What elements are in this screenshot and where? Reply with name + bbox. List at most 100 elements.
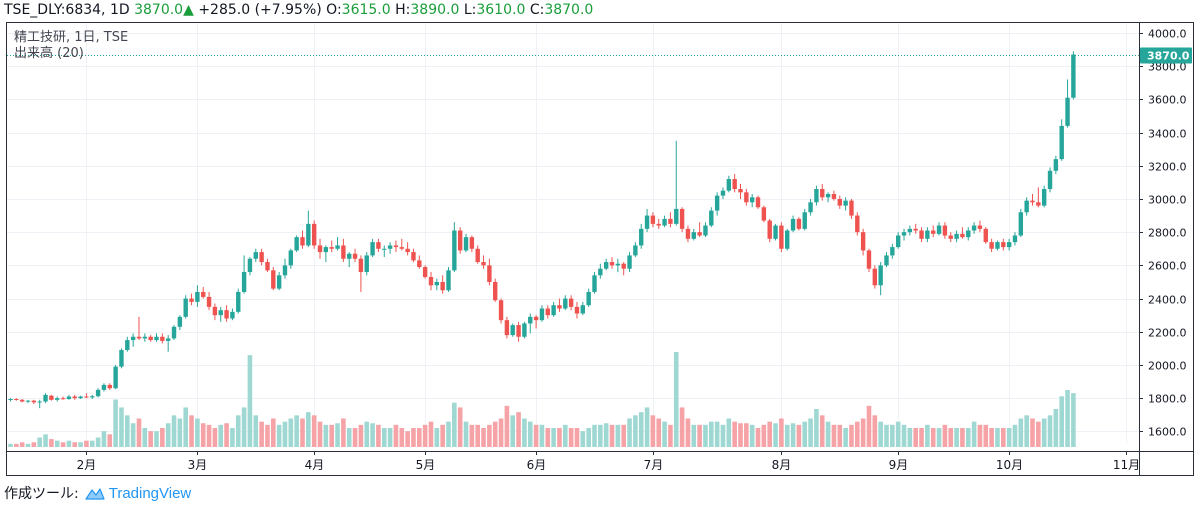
candle-body [820,189,825,198]
candle-body [25,400,31,402]
volume-bar [300,418,305,447]
volume-bar [206,424,212,447]
volume-bar [1036,421,1041,447]
candle-body [446,270,451,291]
volume-bar [387,428,393,447]
candle-body [78,396,83,399]
chart-panel[interactable]: 1600.0 1800.0 2000.0 2200.0 2400.0 2600.0 2800… [6,22,1194,476]
candle-body [773,225,778,239]
volume-bar [965,428,971,447]
volume-bar [504,405,510,447]
candle-body [603,262,609,269]
volume-bar [989,428,994,447]
candle-body [948,235,953,239]
candle-body [393,245,399,248]
volume-bar [89,440,95,447]
time-tick-label: 6月 [527,458,547,472]
candle-body [1012,235,1018,243]
time-tick-label: 7月 [644,458,664,472]
candle-body [907,228,913,233]
candle-body [884,255,889,266]
volume-bar [306,412,311,447]
candle-body [726,179,732,191]
volume-bar [1071,393,1076,447]
tradingview-link[interactable]: TradingView [85,484,191,504]
footer: 作成ツール: TradingView [4,484,191,504]
volume-bar [475,424,480,447]
volume-bar [247,355,253,447]
candle-body [440,281,445,291]
volume-bar [808,418,813,447]
candle-body [1071,54,1076,98]
volume-bar [1041,418,1047,447]
candle-body [452,230,457,271]
candle-body [557,305,562,309]
volume-bar [125,415,130,447]
candle-body [148,336,153,341]
volume-bar [417,428,422,447]
candlestick-chart[interactable]: 1600.0 1800.0 2000.0 2200.0 2400.0 2600.0 2800… [7,23,1193,475]
candle-body [738,189,743,193]
candle-body [311,223,317,246]
close-value: 3870.0 [544,2,594,18]
volume-bar [1030,418,1035,447]
candle-body [259,252,264,263]
candle-body [510,325,515,336]
candle-body [300,237,305,246]
volume-bar [195,418,200,447]
candle-body [66,396,72,400]
chart-title[interactable]: 精工技研, 1日, TSE [14,30,129,45]
candle-body [370,242,375,256]
volume-bar [744,423,749,447]
candle-body [329,247,334,249]
low-label: L: [463,2,477,18]
candle-body [761,207,767,221]
volume-bar [84,440,89,447]
volume-indicator-label[interactable]: 出来高 (20) [14,46,84,61]
volume-bar [936,428,942,447]
volume-bar [983,424,989,447]
candle-body [206,296,212,307]
price-change: +285.0 (+7.95%) [198,2,322,18]
candle-body [288,250,294,266]
symbol-label[interactable]: TSE_DLY:6834, 1D [4,2,130,18]
volume-bar [709,421,714,447]
candle-body [533,316,539,321]
volume-bar [913,428,918,447]
candle-body [732,179,737,190]
volume-bar [779,418,784,447]
volume-bar [1018,418,1024,447]
candle-body [136,336,142,339]
volume-bar [773,423,778,447]
volume-bar [101,431,107,447]
volume-bar [481,428,486,447]
volume-bar [714,421,720,447]
time-tick-label: 2月 [77,458,97,472]
candle-body [1018,212,1024,236]
volume-bar [37,437,42,447]
volume-bar [346,428,352,447]
volume-bar [235,415,241,447]
candle-body [282,265,288,276]
candle-body [697,232,702,236]
volume-bar [522,418,527,447]
candle-body [230,311,235,319]
volume-bar [1047,415,1053,447]
volume-bar [78,442,83,447]
chart-header: TSE_DLY:6834, 1D 3870.0▲ +285.0 (+7.95%)… [4,0,593,20]
candle-body [872,268,878,286]
price-tick-label: 1600.0 [1148,426,1187,439]
volume-bar [154,431,159,447]
candle-body [55,398,60,400]
volume-bar [49,439,54,447]
chart-legend: 精工技研, 1日, TSE 出来高 (20) [14,30,128,62]
volume-bar [545,428,551,447]
volume-bar [1024,415,1029,447]
volume-bar [19,442,25,447]
candle-body [814,189,819,203]
volume-bar [621,424,626,447]
volume-bar [586,428,591,447]
volume-bar [1006,428,1012,447]
volume-bar [218,424,224,447]
volume-bar [469,424,475,447]
